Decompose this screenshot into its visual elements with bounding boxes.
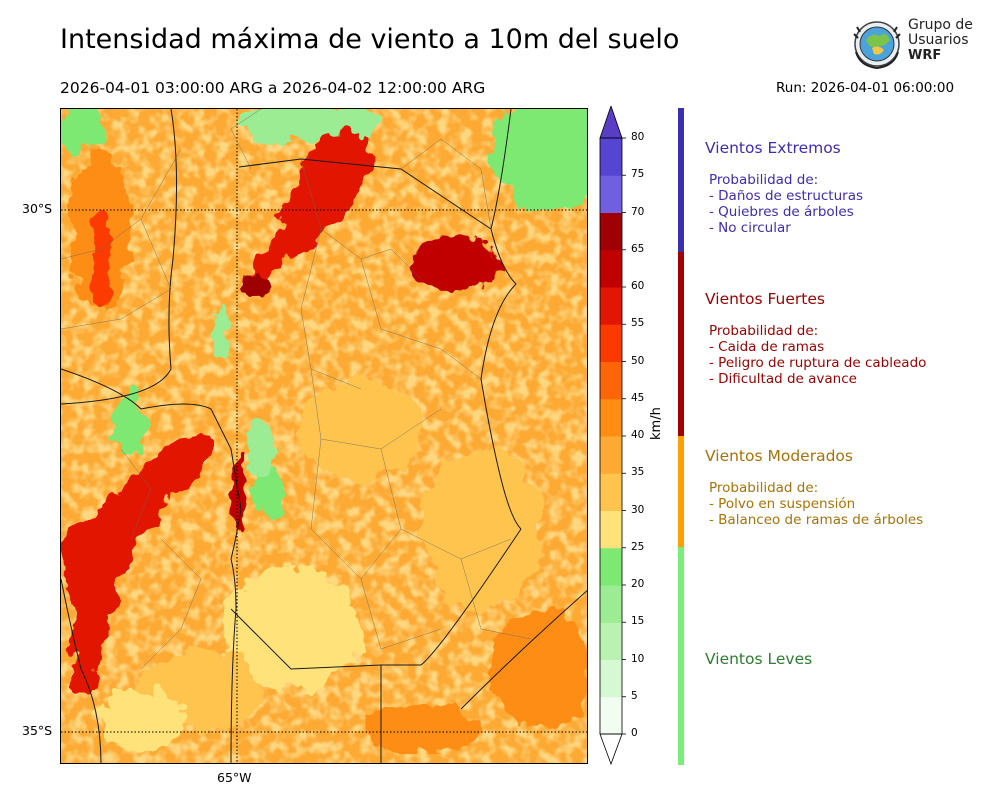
forecast-date-range: 2026-04-01 03:00:00 ARG a 2026-04-02 12:… — [60, 79, 486, 97]
province-borders — [61, 109, 587, 763]
calm-zone — [61, 109, 106, 149]
category-title: Vientos Moderados — [705, 447, 853, 465]
colorbar-bin — [600, 249, 622, 288]
colorbar-tick-label: 60 — [631, 280, 645, 292]
colorbar-bin — [600, 659, 622, 698]
colorbar — [599, 106, 626, 766]
colorbar-tick-label: 10 — [631, 652, 645, 665]
category-description-line: - Polvo en suspensión — [709, 496, 856, 512]
category-description-line: Probabilidad de: — [709, 172, 819, 188]
globe-logo-icon — [853, 21, 901, 70]
colorbar-bin — [600, 175, 622, 213]
category-description: Probabilidad de: - Caida de ramas - Peligr… — [709, 323, 926, 387]
category-bar — [678, 252, 684, 436]
colorbar-bin — [600, 212, 622, 251]
category-description-line: - Dificultad de avance — [709, 371, 857, 387]
colorbar-tick-label: 75 — [631, 168, 645, 181]
colorbar-tick-label: 20 — [631, 578, 645, 590]
logo-line-2: Usuarios — [908, 32, 969, 48]
calm-zone — [257, 470, 285, 518]
light-wind-zone — [101, 689, 181, 749]
strong-wind-zone — [89, 209, 113, 309]
colorbar-bin — [600, 547, 622, 586]
extreme-wind-zone — [244, 127, 371, 299]
category-description: Probabilidad de: - Daños de estructuras - … — [709, 172, 863, 236]
colorbar-unit: km/h — [649, 407, 664, 440]
extreme-wind-zone — [411, 236, 501, 292]
calm-zone — [211, 309, 231, 359]
colorbar-bin — [600, 361, 622, 400]
extreme-wind-zone — [231, 449, 247, 529]
page-title: Intensidad máxima de viento a 10m del su… — [60, 24, 680, 55]
colorbar-bin — [600, 324, 622, 362]
calm-zone — [249, 419, 273, 479]
wind-map — [60, 108, 588, 764]
colorbar-tick-label: 55 — [631, 317, 645, 330]
run-timestamp: Run: 2026-04-01 06:00:00 — [776, 80, 955, 96]
colorbar-tick-label: 0 — [631, 727, 638, 739]
colorbar-bin — [600, 585, 622, 623]
category-description-line: - Quiebres de árboles — [709, 204, 854, 220]
colorbar-tick-label: 70 — [631, 205, 645, 218]
colorbar-tick-label: 30 — [631, 503, 645, 516]
category-description-line: Probabilidad de: — [709, 480, 819, 496]
category-title: Vientos Fuertes — [705, 290, 825, 308]
colorbar-tick-label: 25 — [631, 540, 645, 553]
colorbar-min-arrow — [599, 733, 623, 766]
category-bar — [678, 547, 684, 765]
category-description-line: - Peligro de ruptura de cableado — [709, 355, 927, 371]
category-description-line: - No circular — [709, 220, 791, 236]
colorbar-bin — [600, 138, 622, 176]
logo-line-1: Grupo de — [908, 17, 973, 33]
colorbar-tick-label: 40 — [631, 429, 645, 441]
category-bar — [678, 436, 684, 547]
colorbar-bin — [600, 398, 622, 437]
extreme-wind-zone — [241, 275, 277, 303]
category-title: Vientos Leves — [705, 650, 813, 668]
colorbar-bin — [600, 473, 622, 511]
calm-zone — [113, 394, 149, 454]
colorbar-tick-label: 45 — [631, 391, 645, 404]
category-description-line: - Balanceo de ramas de árboles — [709, 512, 924, 528]
colorbar-tick-label: 15 — [631, 615, 645, 628]
logo-line-3: WRF — [908, 48, 942, 63]
colorbar-tick-label: 5 — [631, 689, 638, 702]
colorbar-tick-label: 65 — [631, 242, 645, 255]
colorbar-max-arrow — [599, 106, 623, 139]
calm-zone — [491, 109, 587, 209]
category-title: Vientos Extremos — [705, 139, 841, 157]
extreme-wind-zone — [61, 437, 213, 689]
light-wind-zone — [301, 379, 421, 479]
colorbar-bin — [600, 696, 622, 735]
category-description-line: Probabilidad de: — [709, 323, 819, 339]
strong-wind-zone — [361, 704, 481, 754]
lon-label-65w: 65°W — [217, 770, 252, 785]
colorbar-bin — [600, 287, 622, 325]
colorbar-bin — [600, 510, 622, 549]
colorbar-bin — [600, 436, 622, 474]
colorbar-tick-label: 50 — [631, 354, 645, 367]
department-borders — [61, 109, 532, 670]
lat-label-35s: 35°S — [22, 723, 53, 738]
category-description: Probabilidad de: - Polvo en suspensión - B… — [709, 480, 923, 528]
strong-wind-zone — [491, 609, 587, 729]
category-bar — [678, 108, 684, 252]
colorbar-tick-label: 35 — [631, 466, 645, 479]
light-wind-zone — [221, 569, 361, 689]
category-description-line: - Daños de estructuras — [709, 188, 864, 204]
colorbar-bin — [600, 622, 622, 660]
colorbar-tick-label: 80 — [631, 131, 645, 143]
lat-label-30s: 30°S — [22, 201, 53, 216]
category-description-line: - Caida de ramas — [709, 339, 825, 355]
wind-field-svg — [61, 109, 587, 763]
light-wind-zone — [421, 449, 541, 609]
grupo-wrf-logo: Grupo de Usuarios WRF — [850, 18, 980, 73]
